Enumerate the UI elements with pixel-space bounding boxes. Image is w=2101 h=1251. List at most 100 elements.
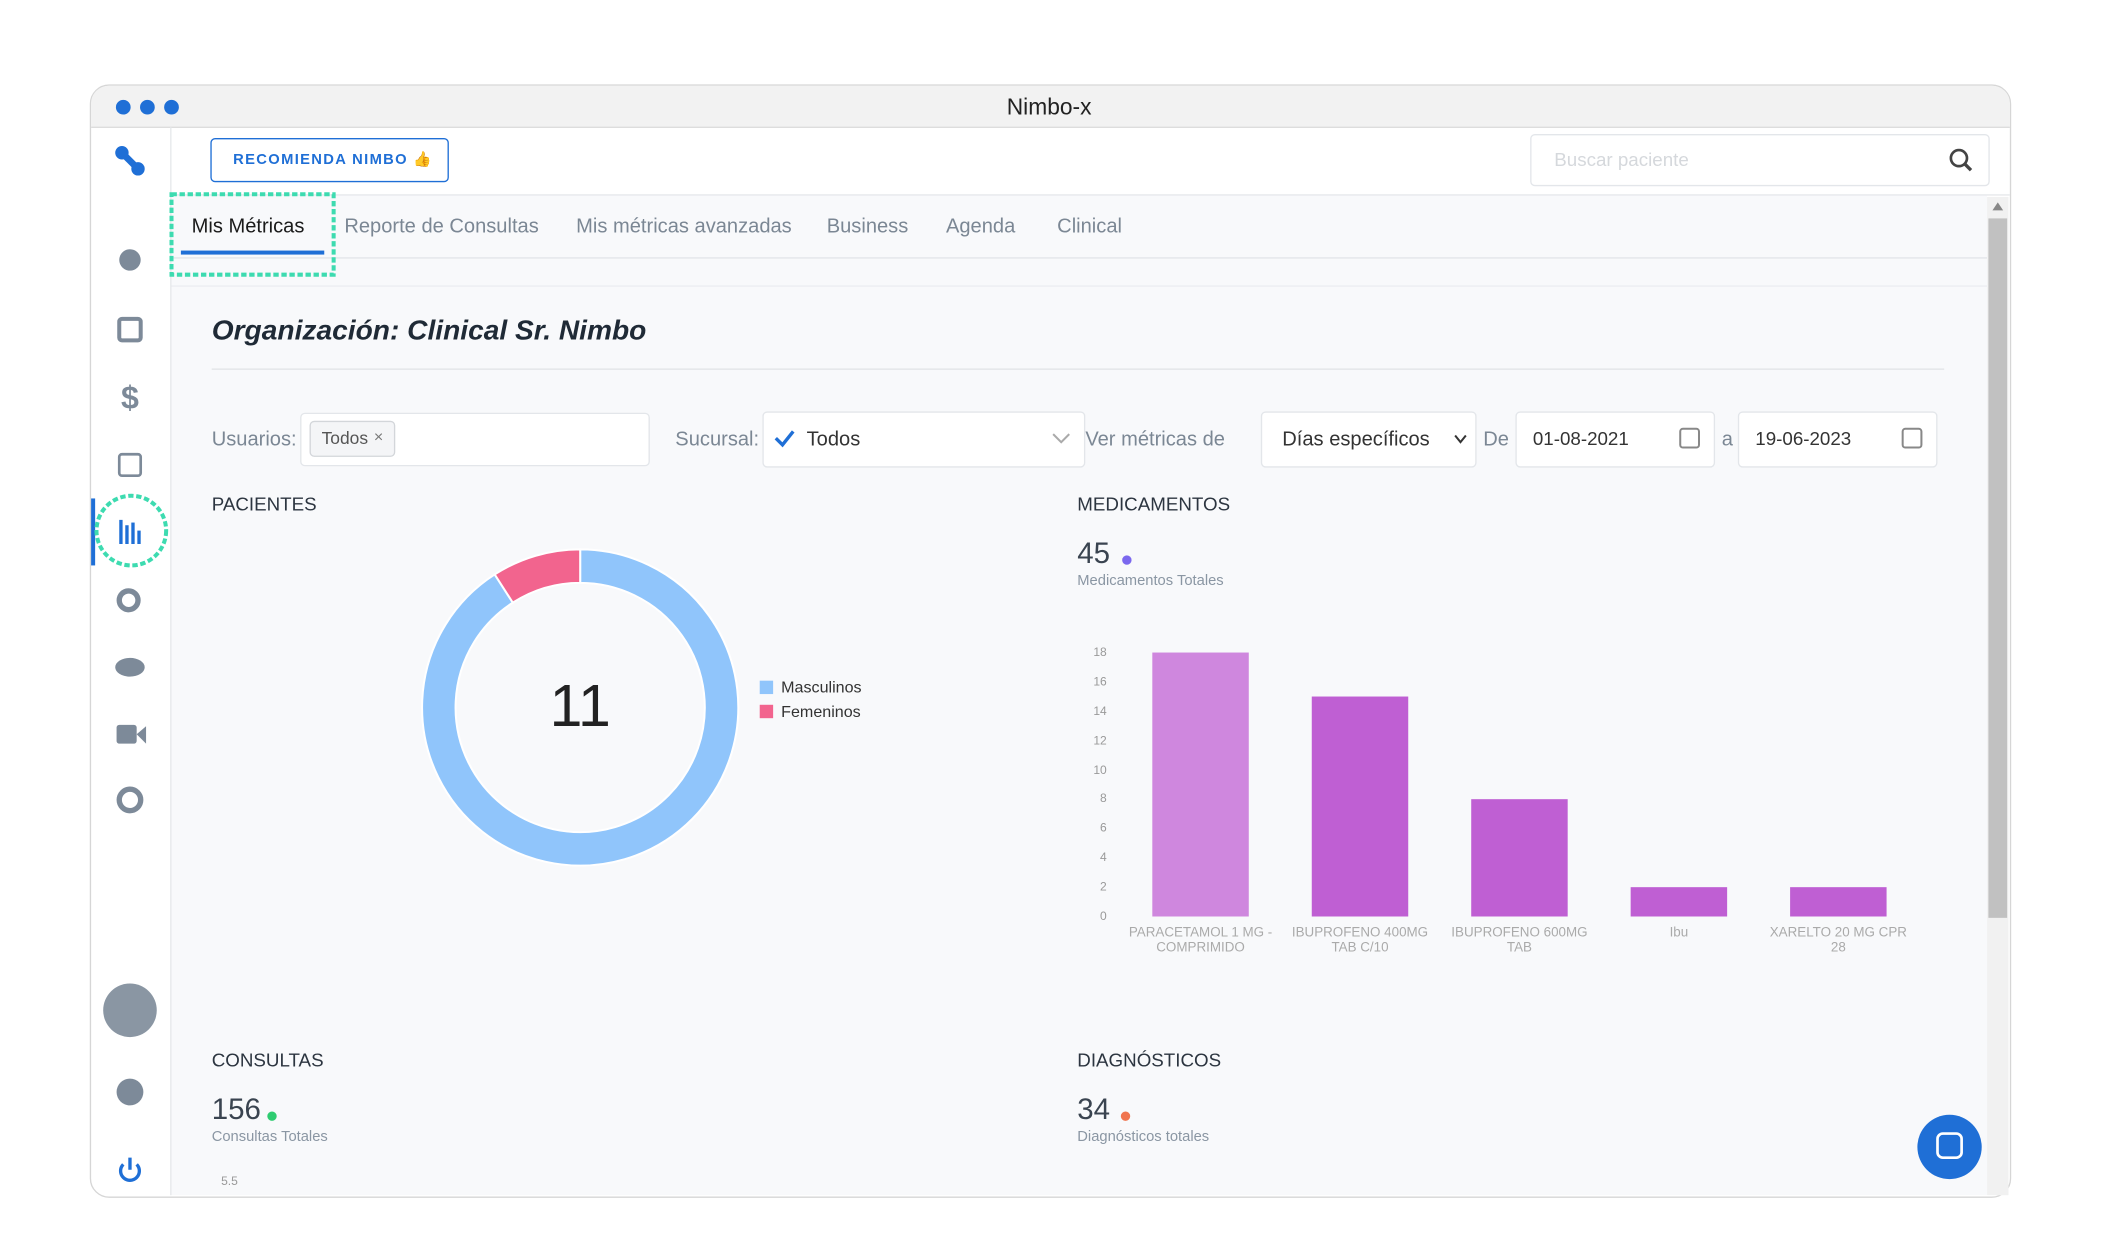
branch-select[interactable] — [762, 411, 1086, 468]
y-tick-label: 4 — [1100, 850, 1107, 864]
nav-icon-video — [136, 726, 147, 744]
x-tick-label: XARELTO 20 MG CPR 28 — [1769, 925, 1907, 956]
tab[interactable]: Agenda — [945, 215, 1016, 238]
users-chip[interactable] — [309, 420, 396, 457]
total-label: Consultas Totales — [211, 1128, 328, 1145]
avatar[interactable] — [103, 983, 157, 1038]
recommend-button-label[interactable]: RECOMIENDA NIMBO 👍 — [233, 152, 434, 169]
nav-icon-logout[interactable] — [118, 1157, 142, 1182]
logo — [119, 150, 141, 172]
nav-icon-profile[interactable] — [119, 249, 141, 271]
search-icon[interactable] — [1949, 148, 1969, 168]
search-box[interactable] — [1530, 133, 1990, 187]
highlight-circle — [94, 493, 169, 568]
total-value: 156 — [211, 1092, 261, 1126]
donut-slice — [421, 548, 740, 867]
scroll-up[interactable] — [1992, 202, 2004, 211]
nav-active-bar — [91, 498, 96, 566]
y-tick-label: 6 — [1100, 821, 1107, 835]
chevron — [1052, 433, 1070, 444]
date-value[interactable]: 19-06-2023 — [1755, 427, 1852, 449]
nav-icon-video[interactable] — [116, 724, 137, 744]
filter-label: Sucursal: — [675, 428, 760, 451]
nav-icon-chat[interactable] — [115, 657, 145, 677]
section-title: DIAGNÓSTICOS — [1077, 1049, 1222, 1071]
chat-launcher[interactable] — [1917, 1114, 1982, 1180]
calendar-icon[interactable] — [1901, 427, 1923, 449]
y-tick-label: 16 — [1093, 674, 1107, 688]
y-tick-label: 18 — [1093, 645, 1107, 659]
bar — [1790, 887, 1887, 917]
chat-launcher-icon — [1936, 1132, 1963, 1160]
y-tick-label: 14 — [1093, 703, 1107, 718]
x-tick-label: IBUPROFENO 400MG TAB C/10 — [1291, 925, 1429, 956]
total-label: Diagnósticos totales — [1077, 1128, 1210, 1145]
filter-label: Ver métricas de — [1085, 428, 1225, 451]
recommend-button[interactable] — [210, 138, 449, 183]
section-title: PACIENTES — [211, 493, 317, 515]
donut-slice — [493, 548, 582, 605]
x-tick-label: Ibu — [1669, 925, 1689, 941]
filter-label: Usuarios: — [211, 428, 297, 451]
nav-icon-help[interactable] — [116, 1078, 144, 1106]
y-tick-label: 5.5 — [221, 1174, 238, 1188]
status-dot — [1122, 555, 1132, 565]
scrollbar-thumb[interactable] — [1988, 218, 2008, 918]
nav-icon-dollar[interactable]: $ — [121, 380, 139, 416]
nav-icon-settings[interactable] — [116, 786, 144, 814]
metrics-select[interactable] — [1260, 411, 1477, 468]
bar — [1630, 887, 1728, 917]
window-title: Nimbo-x — [1006, 94, 1092, 120]
tab[interactable]: Mis métricas avanzadas — [576, 215, 792, 238]
tab[interactable]: Business — [826, 215, 909, 238]
x-tick-label: IBUPROFENO 600MG TAB — [1451, 925, 1588, 956]
y-tick-label: 8 — [1100, 791, 1107, 806]
title-bar — [91, 85, 2010, 128]
search-placeholder[interactable]: Buscar paciente — [1554, 148, 1689, 171]
window-dot[interactable] — [115, 99, 131, 115]
bar — [1471, 799, 1568, 917]
y-tick-label: 10 — [1093, 762, 1107, 776]
content-bg — [171, 195, 1988, 1196]
total-value: 34 — [1077, 1092, 1111, 1126]
date-value[interactable]: 01-08-2021 — [1532, 427, 1629, 449]
total-value: 45 — [1077, 535, 1111, 570]
legend-label: Masculinos — [781, 677, 862, 697]
tab[interactable]: Reporte de Consultas — [344, 215, 539, 238]
highlight-box — [169, 192, 336, 277]
legend-swatch — [759, 680, 774, 695]
nav-icon-calendar[interactable] — [117, 316, 143, 343]
chip-remove[interactable]: × — [373, 427, 384, 447]
calendar-icon[interactable] — [1679, 427, 1700, 449]
total-label: Medicamentos Totales — [1077, 572, 1224, 589]
select-value[interactable]: Días específicos — [1282, 428, 1430, 451]
section-title: MEDICAMENTOS — [1077, 493, 1231, 515]
nav-icon-metrics[interactable] — [119, 519, 141, 544]
check-icon — [774, 430, 795, 448]
nav-icon-list[interactable] — [117, 452, 143, 478]
filter-label: a — [1721, 428, 1733, 451]
chip-label: Todos — [321, 428, 369, 449]
nav-icon-stats[interactable] — [116, 588, 141, 613]
select-value[interactable]: Todos — [806, 428, 861, 451]
tab[interactable]: Clinical — [1057, 215, 1122, 238]
filter-label: De — [1483, 428, 1509, 451]
y-tick-label: 0 — [1100, 909, 1107, 923]
donut-center-value: 11 — [549, 673, 611, 740]
window-dot[interactable] — [140, 99, 155, 115]
y-tick-label: 2 — [1100, 879, 1107, 894]
from-date[interactable] — [1515, 411, 1716, 468]
status-dot — [267, 1111, 277, 1121]
y-tick-label: 12 — [1093, 733, 1107, 747]
to-date[interactable] — [1737, 411, 1938, 468]
legend-label: Femeninos — [781, 702, 861, 721]
search-icon — [1963, 162, 1973, 172]
bar — [1311, 696, 1409, 917]
active-tab-underline — [180, 250, 325, 255]
status-dot — [1120, 1111, 1131, 1121]
tab[interactable]: Mis Métricas — [191, 215, 305, 238]
window-dot[interactable] — [164, 99, 179, 115]
